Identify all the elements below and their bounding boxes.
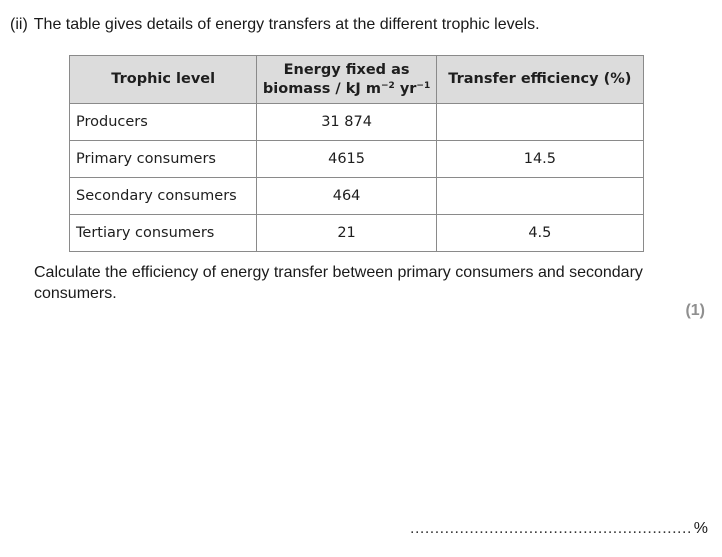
header-row: Trophic level Energy fixed as biomass / …	[68, 55, 645, 104]
answer-line[interactable]: ........................................…	[410, 520, 708, 538]
header-energy-exp1: −2	[380, 80, 395, 91]
energy-transfer-table: Trophic level Energy fixed as biomass / …	[68, 55, 645, 252]
cell-efficiency: 14.5	[435, 140, 645, 178]
cell-energy: 31 874	[256, 103, 437, 141]
table-row: Primary consumers 4615 14.5	[68, 140, 645, 178]
cell-trophic-level: Secondary consumers	[68, 177, 258, 215]
answer-unit: %	[693, 520, 708, 537]
header-trophic-level: Trophic level	[68, 55, 258, 104]
cell-efficiency: 4.5	[435, 214, 645, 252]
cell-efficiency	[435, 103, 645, 141]
header-energy-exp2: −1	[416, 80, 431, 91]
question-intro: (ii) The table gives details of energy tr…	[10, 15, 540, 35]
cell-energy: 21	[256, 214, 437, 252]
question-prompt: Calculate the efficiency of energy trans…	[34, 264, 643, 302]
intro-text: The table gives details of energy transf…	[33, 16, 540, 33]
header-energy-mid: yr	[394, 80, 417, 97]
table-header: Trophic level Energy fixed as biomass / …	[68, 55, 645, 104]
table-row: Producers 31 874	[68, 103, 645, 141]
answer-dots[interactable]: ........................................…	[410, 520, 691, 537]
marks-allocation: (1)	[685, 302, 705, 319]
cell-trophic-level: Tertiary consumers	[68, 214, 258, 252]
cell-energy: 4615	[256, 140, 437, 178]
cell-trophic-level: Primary consumers	[68, 140, 258, 178]
header-energy-line1: Energy fixed as	[283, 61, 410, 78]
part-label: (ii)	[10, 16, 28, 33]
cell-efficiency	[435, 177, 645, 215]
header-energy-line2: biomass / kJ m	[262, 80, 381, 97]
table-row: Secondary consumers 464	[68, 177, 645, 215]
cell-trophic-level: Producers	[68, 103, 258, 141]
header-energy-fixed: Energy fixed as biomass / kJ m−2 yr−1	[256, 55, 437, 104]
header-transfer-efficiency: Transfer efficiency (%)	[435, 55, 645, 104]
table-row: Tertiary consumers 21 4.5	[68, 214, 645, 252]
table-body: Producers 31 874 Primary consumers 4615 …	[68, 103, 645, 252]
cell-energy: 464	[256, 177, 437, 215]
